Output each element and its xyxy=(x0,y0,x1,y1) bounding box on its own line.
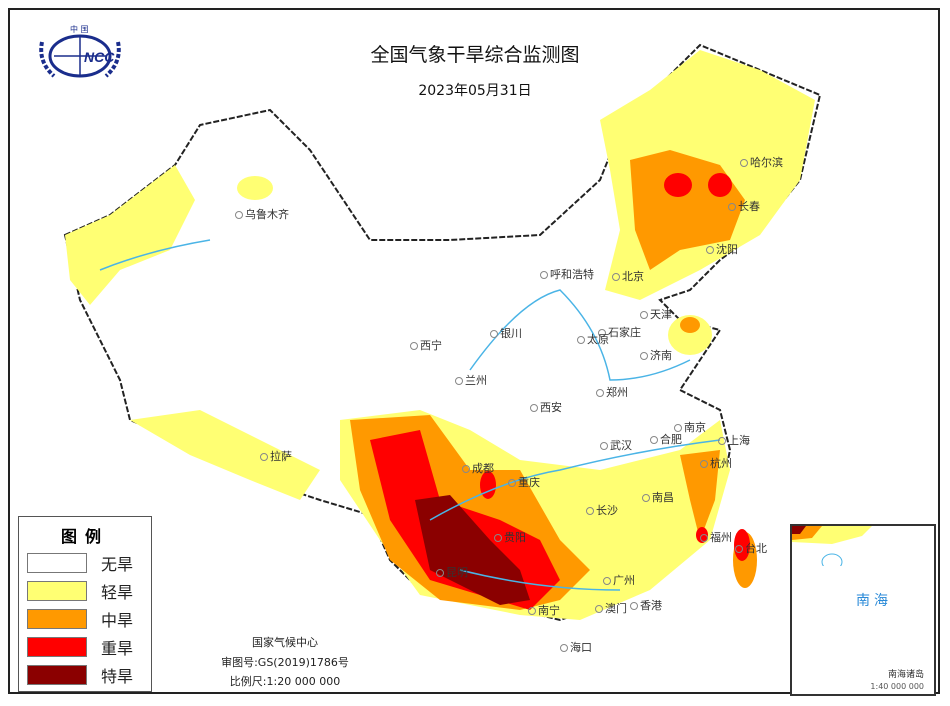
footer-agency: 国家气候中心 xyxy=(252,636,318,649)
drought-extreme xyxy=(415,495,530,605)
city-label: 澳门 xyxy=(595,600,627,616)
city-label: 南昌 xyxy=(642,489,674,505)
city-label: 长沙 xyxy=(586,502,618,518)
city-label: 台北 xyxy=(735,540,767,556)
city-label: 石家庄 xyxy=(598,324,641,340)
legend-swatch xyxy=(27,609,87,629)
city-label: 合肥 xyxy=(650,431,682,447)
city-label: 南宁 xyxy=(528,602,560,618)
city-label: 太原 xyxy=(577,331,609,347)
legend-item: 特旱 xyxy=(27,663,151,687)
city-label: 兰州 xyxy=(455,372,487,388)
city-label: 杭州 xyxy=(700,455,732,471)
legend-item: 重旱 xyxy=(27,635,151,659)
city-label: 贵阳 xyxy=(494,529,526,545)
city-label: 天津 xyxy=(640,306,672,322)
inset-scale: 1:40 000 000 xyxy=(870,682,924,691)
legend-label: 中旱 xyxy=(101,611,134,630)
city-label: 海口 xyxy=(560,639,592,655)
legend-swatch xyxy=(27,553,87,573)
inset-coast xyxy=(792,526,872,566)
legend-swatch xyxy=(27,581,87,601)
inset-sea-label: 南海 xyxy=(856,593,892,609)
footer-approval: 审图号:GS(2019)1786号 xyxy=(221,656,349,669)
city-label: 重庆 xyxy=(508,474,540,490)
legend-swatch xyxy=(27,665,87,685)
inset-name: 南海诸岛 xyxy=(887,670,924,680)
city-label: 香港 xyxy=(630,597,662,613)
legend-item: 轻旱 xyxy=(27,579,151,603)
city-label: 上海 xyxy=(718,432,750,448)
city-label: 沈阳 xyxy=(706,241,738,257)
map-title: 全国气象干旱综合监测图 xyxy=(370,44,580,66)
city-label: 成都 xyxy=(462,460,494,476)
legend: 图例 无旱轻旱中旱重旱特旱 xyxy=(18,516,152,692)
legend-label: 特旱 xyxy=(101,667,134,686)
city-label: 济南 xyxy=(640,347,672,363)
legend-label: 无旱 xyxy=(101,555,134,574)
city-label: 哈尔滨 xyxy=(740,154,783,170)
city-label: 西安 xyxy=(530,399,562,415)
ncc-logo: NCC 中 国 xyxy=(39,24,121,78)
svg-text:NCC: NCC xyxy=(84,49,115,65)
city-label: 广州 xyxy=(603,572,635,588)
legend-label: 轻旱 xyxy=(101,583,134,602)
south-china-sea-inset: 南海 南海诸岛 1:40 000 000 xyxy=(790,524,936,696)
legend-title: 图例 xyxy=(60,527,109,546)
city-label: 南京 xyxy=(674,419,706,435)
city-label: 乌鲁木齐 xyxy=(235,206,289,222)
city-label: 福州 xyxy=(700,529,732,545)
city-label: 昆明 xyxy=(436,564,468,580)
city-label: 银川 xyxy=(490,325,522,341)
city-label: 长春 xyxy=(728,198,760,214)
legend-label: 重旱 xyxy=(101,639,134,658)
legend-item: 无旱 xyxy=(27,551,151,575)
city-label: 拉萨 xyxy=(260,448,292,464)
map-date: 2023年05月31日 xyxy=(418,83,532,99)
city-label: 郑州 xyxy=(596,384,628,400)
footer-scale: 比例尺:1:20 000 000 xyxy=(229,675,341,688)
legend-swatch xyxy=(27,637,87,657)
city-label: 西宁 xyxy=(410,337,442,353)
map-frame xyxy=(8,8,940,694)
city-label: 呼和浩特 xyxy=(540,266,594,282)
city-label: 武汉 xyxy=(600,437,632,453)
legend-item: 中旱 xyxy=(27,607,151,631)
svg-text:中 国: 中 国 xyxy=(70,24,89,34)
city-label: 北京 xyxy=(612,268,644,284)
